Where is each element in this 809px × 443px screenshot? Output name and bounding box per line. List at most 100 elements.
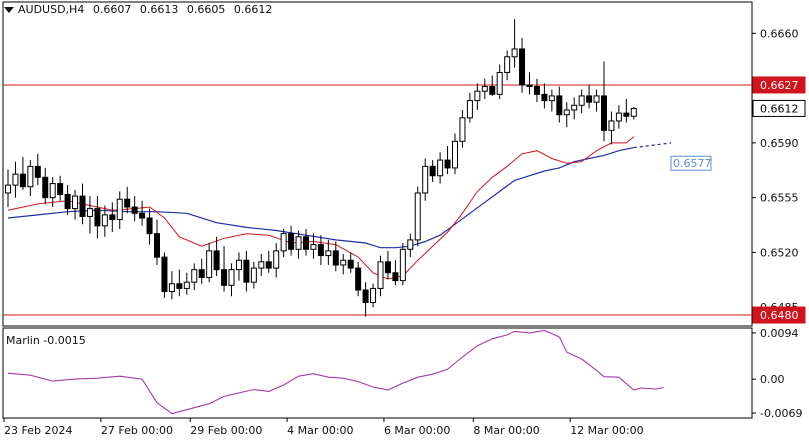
time-axis-label: 4 Mar 00:00: [287, 424, 353, 437]
bull-candle-body: [250, 267, 257, 283]
marlin-line: [7, 329, 664, 415]
bull-candle-body: [27, 165, 34, 188]
slow-ma-line: [7, 147, 634, 249]
price-tick-label: 0.6555: [760, 192, 799, 205]
bear-candle-body: [556, 95, 563, 116]
bear-candle-body: [489, 86, 496, 95]
bull-candle-body: [273, 250, 280, 269]
bear-candle-body: [34, 165, 41, 178]
bear-candle-body: [601, 95, 607, 131]
time-axis-label: 6 Mar 00:00: [384, 424, 450, 437]
indicator-panel-frame: [2, 327, 753, 419]
bear-candle-body: [198, 269, 205, 278]
bull-candle-body: [72, 195, 79, 210]
bull-candle-body: [168, 283, 175, 293]
bull-candle-body: [630, 107, 637, 117]
indicator-axis: 0.0094 0.00 -0.0069: [752, 327, 802, 420]
bear-candle-body: [355, 267, 362, 291]
bear-candle-body: [303, 236, 309, 250]
indicator-tick-label: -0.0069: [760, 407, 802, 420]
horizontal-levels[interactable]: [3, 84, 752, 316]
dropdown-arrow-icon[interactable]: [4, 7, 14, 13]
candlesticks: [5, 19, 637, 317]
bear-candle-body: [154, 233, 160, 258]
time-axis-label: 29 Feb 00:00: [190, 424, 262, 437]
bear-candle-body: [42, 176, 49, 199]
ohlc-low: 0.6605: [186, 3, 226, 16]
bull-candle-body: [86, 208, 93, 217]
resistance-tag-label: 0.6627: [760, 79, 799, 92]
bear-candle-body: [131, 206, 138, 214]
bull-candle-body: [101, 214, 108, 227]
moving-averages: [7, 136, 672, 280]
bull-candle-body: [228, 269, 235, 286]
bull-candle-body: [548, 95, 555, 102]
bull-candle-body: [377, 261, 384, 289]
bear-candle-body: [64, 194, 71, 210]
bull-candle-body: [474, 90, 481, 102]
bull-candle-body: [615, 112, 622, 122]
bull-candle-body: [258, 261, 265, 269]
bear-candle-body: [347, 259, 354, 269]
resistance-tag-box: [752, 76, 806, 94]
ma-projection-box: [670, 155, 712, 171]
bull-candle-body: [608, 120, 615, 131]
bull-candle-body: [481, 86, 488, 92]
support-tag-box: [752, 306, 806, 324]
bull-candle-body: [459, 117, 466, 142]
bear-candle-body: [317, 244, 324, 257]
bear-candle-body: [288, 233, 295, 250]
bull-candle-body: [578, 95, 585, 106]
slow-ma-projection: [633, 142, 672, 149]
bull-candle-body: [235, 259, 242, 271]
indicator-line: [7, 329, 664, 415]
bear-candle-body: [623, 112, 630, 117]
bull-candle-body: [563, 109, 570, 116]
bear-candle-body: [444, 159, 451, 169]
bull-candle-body: [407, 239, 414, 250]
bear-candle-body: [533, 86, 540, 95]
bear-candle-body: [19, 173, 26, 188]
bull-candle-body: [206, 250, 213, 278]
bull-candle-body: [414, 192, 421, 241]
symbol-timeframe: AUDUSD,H4: [18, 3, 85, 16]
price-tick-label: 0.6590: [760, 137, 799, 150]
bear-candle-body: [265, 261, 272, 269]
chart-frames: [2, 1, 753, 419]
time-axis: 23 Feb 2024 27 Feb 00:00 29 Feb 00:00 4 Mar…: [3, 418, 644, 437]
time-axis-label: 8 Mar 00:00: [473, 424, 539, 437]
bear-candle-body: [221, 269, 228, 286]
bull-candle-body: [183, 281, 190, 289]
price-tick-label: 0.6660: [760, 27, 799, 40]
bull-candle-body: [466, 100, 473, 119]
price-tick-label: 0.6520: [760, 246, 799, 259]
current-price-tag-box: [752, 99, 806, 117]
bull-candle-body: [399, 248, 406, 282]
ohlc-close: 0.6612: [233, 3, 273, 16]
bull-candle-body: [496, 71, 503, 95]
bear-candle-body: [57, 183, 64, 196]
bull-candle-body: [452, 140, 458, 169]
current-price-tag-label: 0.6612: [760, 102, 799, 115]
bear-candle-body: [79, 195, 86, 217]
time-axis-label: 27 Feb 00:00: [101, 424, 173, 437]
bull-candle-body: [191, 269, 198, 283]
bear-candle-body: [213, 250, 220, 271]
bull-candle-body: [49, 183, 56, 199]
bull-candle-body: [325, 250, 332, 257]
ma-projection-label: 0.6577: [673, 157, 712, 170]
ohlc-open: 0.6607: [92, 3, 132, 16]
bull-candle-body: [422, 165, 429, 194]
chart-header: AUDUSD,H4 0.6607 0.6613 0.6605 0.6612: [4, 3, 277, 16]
bull-candle-body: [437, 159, 444, 177]
bull-candle-body: [310, 244, 317, 250]
bull-candle-body: [370, 287, 377, 304]
indicator-tick-label: 0.00: [760, 373, 785, 386]
bear-candle-body: [384, 261, 391, 274]
bear-candle-body: [332, 250, 339, 266]
bull-candle-body: [116, 198, 123, 221]
bull-candle-body: [12, 173, 19, 186]
support-tag-label: 0.6480: [760, 309, 799, 322]
